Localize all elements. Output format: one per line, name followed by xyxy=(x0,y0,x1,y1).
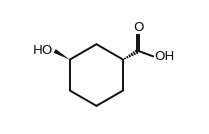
Text: HO: HO xyxy=(33,44,53,57)
Text: O: O xyxy=(133,21,144,34)
Text: OH: OH xyxy=(154,50,175,63)
Polygon shape xyxy=(54,49,70,60)
